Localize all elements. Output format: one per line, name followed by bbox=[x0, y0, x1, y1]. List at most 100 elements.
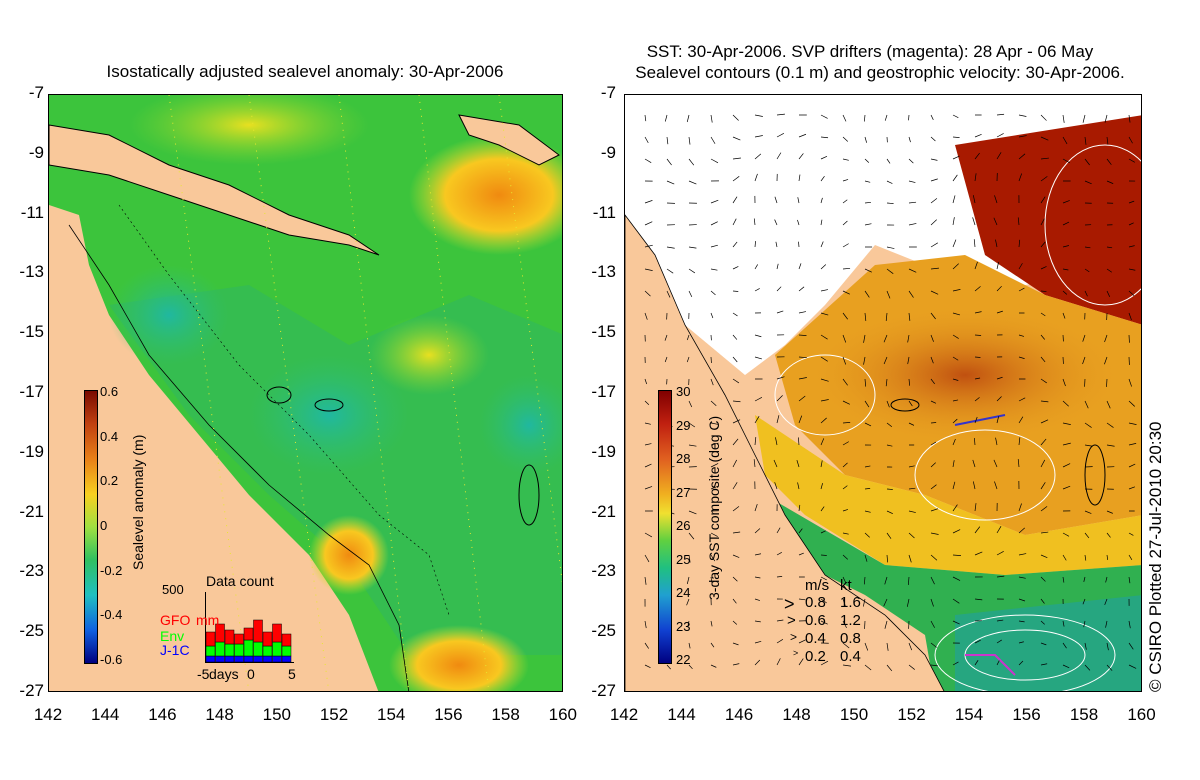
velocity-vector bbox=[1128, 532, 1134, 536]
velocity-vector bbox=[820, 620, 828, 625]
sealevel-anomaly-map bbox=[49, 95, 562, 691]
velocity-vector bbox=[798, 263, 802, 270]
data-count-bar bbox=[253, 619, 263, 643]
velocity-vector bbox=[797, 197, 800, 204]
left-y-axis-tick: -25 bbox=[19, 621, 44, 641]
velocity-vector bbox=[820, 219, 823, 226]
velocity-vector bbox=[952, 217, 955, 226]
velocity-vector bbox=[1040, 312, 1046, 317]
data-count-series-gfo: GFO bbox=[160, 612, 191, 628]
right-y-axis-tick: -27 bbox=[591, 681, 616, 700]
velocity-vector bbox=[1128, 114, 1131, 123]
velocity-vector bbox=[930, 664, 938, 667]
velocity-vector bbox=[710, 554, 716, 562]
velocity-vector bbox=[710, 400, 717, 407]
velocity-vector bbox=[820, 554, 827, 556]
right-y-axis-tick: -7 bbox=[600, 83, 616, 102]
velocity-vector bbox=[798, 437, 800, 446]
right-x-axis-tick: 156 bbox=[1012, 705, 1041, 724]
velocity-vector bbox=[754, 437, 757, 446]
velocity-vector bbox=[996, 152, 1002, 160]
velocity-vector bbox=[798, 598, 806, 601]
velocity-vector bbox=[1018, 641, 1024, 644]
velocity-vector bbox=[1128, 400, 1135, 407]
velocity-legend-kt: 1.6 bbox=[840, 594, 861, 611]
velocity-vector bbox=[864, 180, 871, 183]
velocity-vector bbox=[930, 334, 934, 342]
velocity-vector bbox=[688, 554, 691, 563]
velocity-vector bbox=[885, 378, 888, 387]
right-x-axis-tick: 150 bbox=[839, 705, 869, 724]
velocity-vector bbox=[775, 437, 778, 446]
velocity-vector bbox=[773, 459, 778, 468]
velocity-legend-kt: 1.2 bbox=[840, 612, 861, 629]
velocity-vector bbox=[1018, 437, 1021, 446]
velocity-vector bbox=[908, 312, 911, 321]
velocity-vector bbox=[995, 437, 998, 446]
velocity-vector bbox=[1128, 576, 1131, 584]
velocity-vector bbox=[820, 197, 823, 204]
velocity-vector bbox=[952, 460, 955, 468]
velocity-vector bbox=[754, 264, 758, 270]
velocity-vector bbox=[710, 378, 714, 386]
velocity-vector bbox=[1040, 506, 1048, 512]
velocity-vector bbox=[864, 223, 872, 226]
data-count-series-env: Env bbox=[160, 628, 185, 644]
velocity-vector bbox=[1018, 287, 1025, 292]
velocity-vector bbox=[732, 663, 740, 666]
velocity-vector bbox=[1106, 158, 1112, 165]
velocity-vector bbox=[864, 422, 872, 427]
velocity-vector bbox=[974, 416, 978, 424]
velocity-vector bbox=[1062, 378, 1066, 387]
velocity-vector bbox=[864, 312, 867, 321]
velocity-vector bbox=[886, 246, 895, 249]
left-colorbar-tick: -0.2 bbox=[100, 562, 123, 578]
velocity-vector bbox=[753, 459, 756, 468]
velocity-vector bbox=[883, 334, 888, 343]
velocity-vector bbox=[644, 312, 648, 320]
velocity-vector bbox=[952, 312, 961, 316]
velocity-vector bbox=[754, 135, 763, 138]
velocity-vector bbox=[644, 642, 649, 649]
right-map bbox=[624, 94, 1142, 692]
velocity-vector bbox=[1062, 114, 1065, 123]
velocity-vector bbox=[754, 598, 761, 601]
velocity-vector bbox=[974, 261, 978, 270]
right-x-axis-tick: 154 bbox=[954, 705, 984, 724]
velocity-vector bbox=[754, 528, 761, 534]
data-count-xtick-min: -5 bbox=[197, 666, 210, 682]
velocity-vector bbox=[776, 263, 779, 270]
velocity-vector bbox=[842, 554, 848, 560]
velocity-vector bbox=[1040, 459, 1046, 468]
velocity-vector bbox=[930, 462, 936, 468]
velocity-vector bbox=[930, 136, 936, 142]
velocity-vector bbox=[754, 553, 762, 556]
velocity-vector bbox=[710, 463, 719, 468]
velocity-vector bbox=[996, 639, 1002, 644]
velocity-vector bbox=[952, 334, 959, 339]
data-count-histogram bbox=[205, 619, 292, 663]
right-y-axis-tick: -23 bbox=[591, 561, 616, 581]
data-count-bar bbox=[215, 641, 225, 657]
velocity-vector bbox=[886, 444, 893, 447]
velocity-vector bbox=[820, 156, 828, 160]
velocity-vector bbox=[776, 576, 783, 578]
velocity-vector bbox=[974, 311, 982, 314]
velocity-vector bbox=[732, 356, 738, 363]
velocity-vector bbox=[820, 438, 825, 446]
velocity-vector bbox=[1128, 664, 1137, 669]
velocity-vector bbox=[754, 288, 760, 292]
right-panel-title-line2: Sealevel contours (0.1 m) and geostrophi… bbox=[635, 63, 1125, 82]
velocity-vector bbox=[753, 218, 756, 226]
velocity-vector bbox=[863, 576, 866, 585]
velocity-vector bbox=[908, 465, 915, 468]
velocity-vector bbox=[1106, 246, 1113, 249]
velocity-vector bbox=[864, 136, 867, 143]
velocity-vector bbox=[952, 620, 960, 625]
velocity-vector bbox=[1106, 290, 1111, 297]
velocity-vector bbox=[644, 620, 647, 629]
left-map bbox=[48, 94, 563, 692]
velocity-vector bbox=[886, 290, 891, 299]
velocity-vector bbox=[908, 664, 915, 670]
velocity-vector bbox=[908, 554, 912, 563]
